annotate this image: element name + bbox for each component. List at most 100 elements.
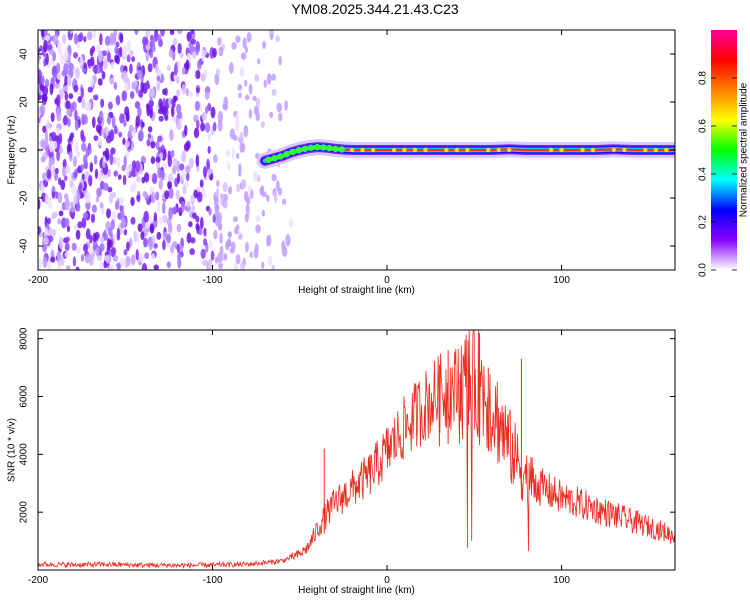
noise-blob [83,36,87,43]
noise-blob [85,228,91,240]
noise-blob [219,232,223,245]
noise-blob [108,101,113,110]
signal-peak [653,147,659,153]
noise-blob [284,100,288,111]
noise-blob [44,78,50,88]
noise-blob [285,234,291,247]
noise-blob [58,210,64,217]
noise-blob [123,228,128,236]
noise-blob [207,146,211,154]
noise-blob [138,253,145,262]
noise-blob [281,198,287,205]
signal-peak [277,153,284,160]
signal-peak [496,147,501,153]
x-tick-label-bottom: -100 [203,575,223,586]
noise-blob [128,237,133,248]
noise-blob [123,155,127,168]
noise-blob [91,116,96,129]
x-tick-label-top: 0 [384,275,390,286]
noise-blob [81,142,87,152]
noise-blob [176,103,182,114]
noise-blob [248,108,252,119]
noise-blob [197,59,202,70]
noise-blob [104,254,110,263]
noise-blob [113,30,118,38]
noise-blob [99,202,104,209]
noise-blob [241,142,246,153]
noise-blob [53,33,59,46]
noise-blob [213,229,218,240]
noise-blob [77,34,83,43]
noise-blob [186,200,191,209]
noise-blob [162,239,166,251]
noise-blob [77,89,82,96]
noise-blob [115,41,120,48]
signal-peak [486,147,491,153]
noise-blob [98,138,103,146]
noise-blob [240,261,245,270]
signal-peak [444,147,449,153]
noise-blob [110,61,115,70]
noise-blob [62,34,67,44]
noise-blob [203,238,208,246]
noise-blob [72,256,77,267]
noise-blob [116,156,121,169]
x-tick-label-top: 100 [553,275,570,286]
noise-blob [170,105,175,118]
noise-blob [162,214,168,223]
noise-blob [227,186,233,195]
noise-blob [87,31,93,41]
noise-blob [92,232,97,243]
noise-blob [222,182,228,193]
noise-blob [47,44,53,51]
noise-blob [223,253,228,261]
noise-blob [70,102,75,113]
noise-blob [138,129,144,141]
noise-blob [55,127,61,136]
noise-blob [143,172,150,183]
noise-blob [48,48,54,56]
noise-blob [278,112,283,122]
noise-blob [113,81,118,90]
noise-blob [288,219,294,228]
noise-blob [177,42,182,55]
noise-blob [56,109,62,122]
noise-blob [208,208,212,216]
noise-blob [135,115,141,128]
noise-blob [236,152,240,160]
noise-blob [45,119,52,132]
noise-blob [42,94,48,102]
noise-blob [66,143,72,153]
y-tick-label-top: -40 [19,238,30,253]
noise-blob [196,191,203,203]
noise-blob [130,196,135,207]
noise-blob [71,184,77,196]
noise-blob [76,246,81,254]
noise-blob [219,245,224,254]
noise-blob [202,259,208,266]
noise-blob [129,50,134,56]
signal-peak [283,151,290,158]
noise-blob [189,248,195,256]
noise-blob [149,109,153,119]
noise-blob [138,89,144,98]
y-tick-label-bottom: 4000 [19,443,30,466]
signal-peak [423,147,428,153]
noise-blob [148,173,153,181]
noise-blob [172,165,177,175]
noise-blob [73,224,79,231]
signal-peak [454,147,460,153]
noise-blob [248,83,253,95]
signal-peak [265,156,272,164]
noise-blob [196,119,200,129]
noise-blob [146,138,151,147]
noise-blob [179,52,184,59]
noise-blob [51,191,56,199]
y-axis-label-top: Frequency (Hz) [7,116,18,185]
noise-blob [65,236,70,243]
noise-blob [148,239,154,251]
noise-blob [85,147,90,158]
noise-blob [186,31,192,42]
noise-blob [52,166,56,177]
noise-blob [133,230,138,243]
